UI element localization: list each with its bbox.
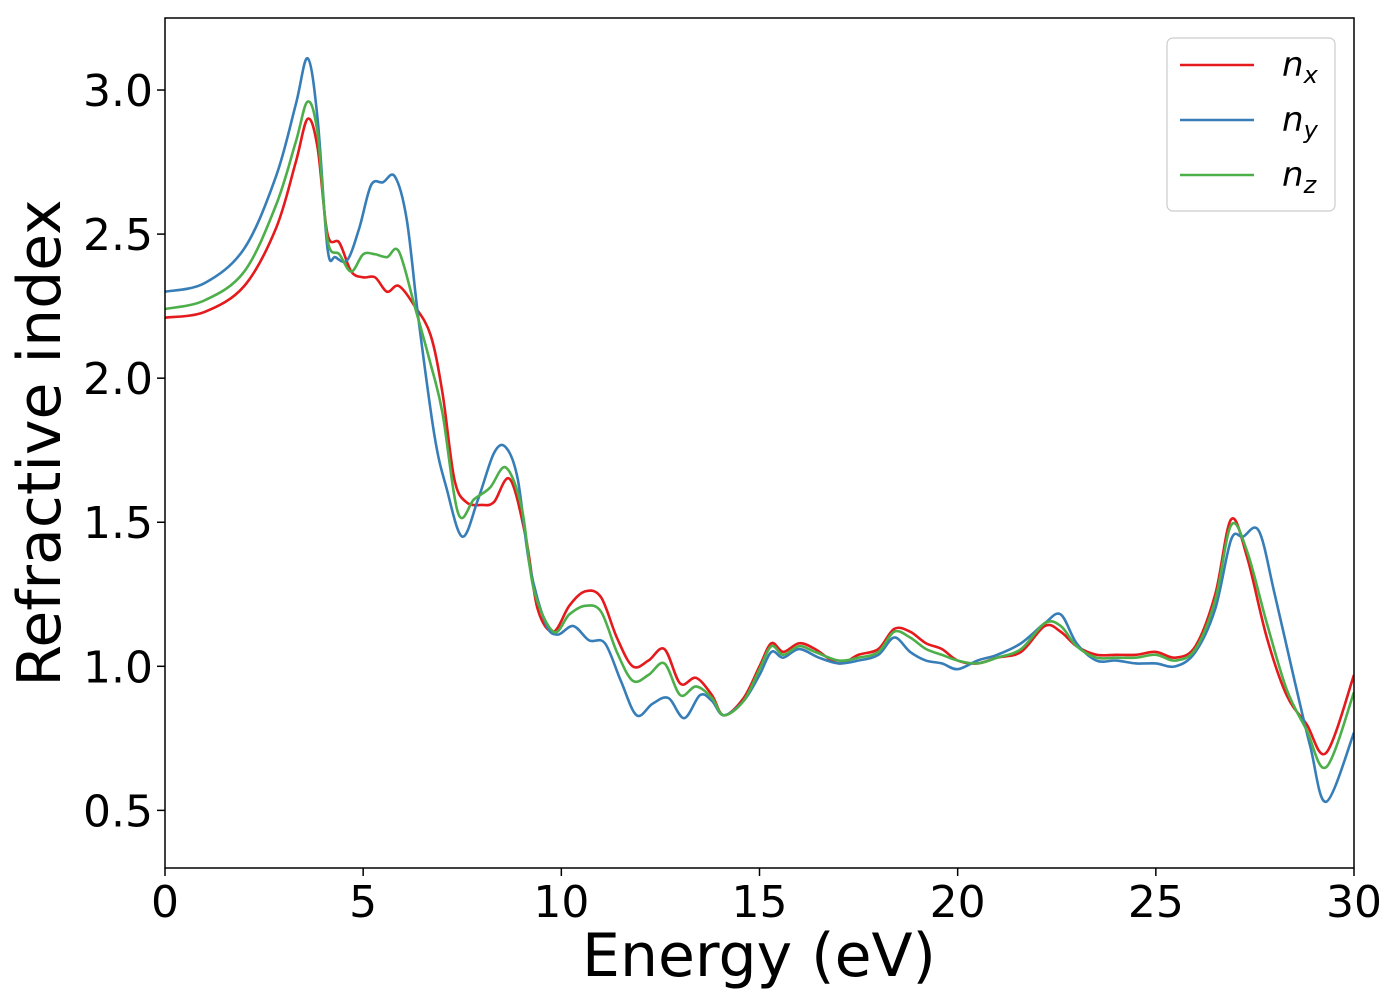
y-tick-label: 1.0 xyxy=(83,642,153,693)
series-line-n-y xyxy=(165,57,1354,804)
legend-frame xyxy=(1166,37,1336,212)
x-tick-label: 15 xyxy=(732,877,788,928)
legend-label-subscript: z xyxy=(1303,171,1318,199)
y-tick-label: 2.0 xyxy=(83,354,153,405)
series-line-n-z xyxy=(165,100,1354,770)
x-tick-label: 30 xyxy=(1326,877,1382,928)
y-tick-label: 0.5 xyxy=(83,786,153,837)
legend-label-base: n xyxy=(1282,45,1304,85)
y-axis-title: Refractive index xyxy=(5,199,75,686)
legend-label-subscript: x xyxy=(1303,61,1319,89)
series-layer xyxy=(165,57,1354,804)
y-tick-label: 1.5 xyxy=(83,498,153,549)
x-tick-label: 20 xyxy=(930,877,986,928)
x-tick-label: 10 xyxy=(533,877,589,928)
legend-label-subscript: y xyxy=(1303,116,1319,144)
legend-label-base: n xyxy=(1282,100,1304,140)
x-tick-label: 5 xyxy=(349,877,377,928)
x-tick-label: 25 xyxy=(1128,877,1184,928)
y-axis: 0.5 1.0 1.5 2.0 2.5 3.0 xyxy=(83,66,165,837)
x-axis-title: Energy (eV) xyxy=(582,921,936,991)
legend-label-n-x: nx xyxy=(1282,45,1319,89)
series-line-n-x xyxy=(165,117,1354,756)
y-tick-label: 3.0 xyxy=(83,66,153,117)
legend-label-n-z: nz xyxy=(1282,155,1318,199)
legend-label-n-y: ny xyxy=(1282,100,1319,144)
x-tick-label: 0 xyxy=(151,877,179,928)
x-axis: 0 5 10 15 20 25 30 xyxy=(151,868,1382,928)
y-tick-label: 2.5 xyxy=(83,210,153,261)
legend-label-base: n xyxy=(1282,155,1304,195)
